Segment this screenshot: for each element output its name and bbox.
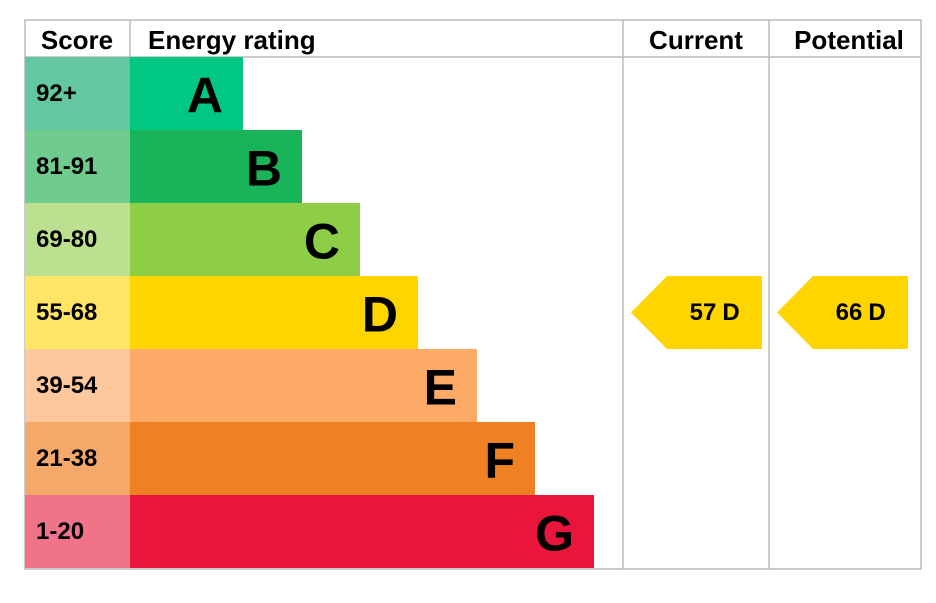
potential-arrow — [777, 276, 908, 349]
rating-letter: B — [246, 141, 282, 197]
score-cell — [25, 57, 130, 130]
score-cell — [25, 130, 130, 203]
score-range: 81-91 — [36, 153, 97, 180]
rating-bar — [130, 422, 535, 495]
score-range: 92+ — [36, 80, 77, 107]
score-cell — [25, 495, 130, 568]
rating-bar — [130, 276, 418, 349]
rating-bar — [130, 349, 477, 422]
score-range: 69-80 — [36, 226, 97, 253]
score-cell — [25, 203, 130, 276]
current-letter: D — [722, 299, 739, 326]
score-range: 21-38 — [36, 445, 97, 472]
rating-letter: A — [187, 68, 223, 124]
score-cell — [25, 422, 130, 495]
header-score: Score — [41, 25, 113, 55]
current-arrow — [631, 276, 762, 349]
rating-letter: E — [424, 360, 457, 416]
rating-bar — [130, 130, 302, 203]
header-potential: Potential — [794, 25, 904, 55]
current-score: 57 — [690, 299, 717, 326]
rating-letter: F — [484, 433, 515, 489]
score-cell — [25, 349, 130, 422]
header-rating: Energy rating — [148, 25, 316, 55]
score-range: 1-20 — [36, 518, 84, 545]
rating-letter: D — [362, 287, 398, 343]
rating-bar — [130, 57, 243, 130]
rating-bar — [130, 203, 360, 276]
rating-letter: C — [304, 214, 340, 270]
score-cell — [25, 276, 130, 349]
rating-letter: G — [535, 506, 574, 562]
score-range: 39-54 — [36, 372, 98, 399]
score-range: 55-68 — [36, 299, 97, 326]
header-current: Current — [649, 25, 743, 55]
potential-score: 66 — [836, 299, 863, 326]
potential-letter: D — [868, 299, 885, 326]
rating-bar — [130, 495, 594, 568]
